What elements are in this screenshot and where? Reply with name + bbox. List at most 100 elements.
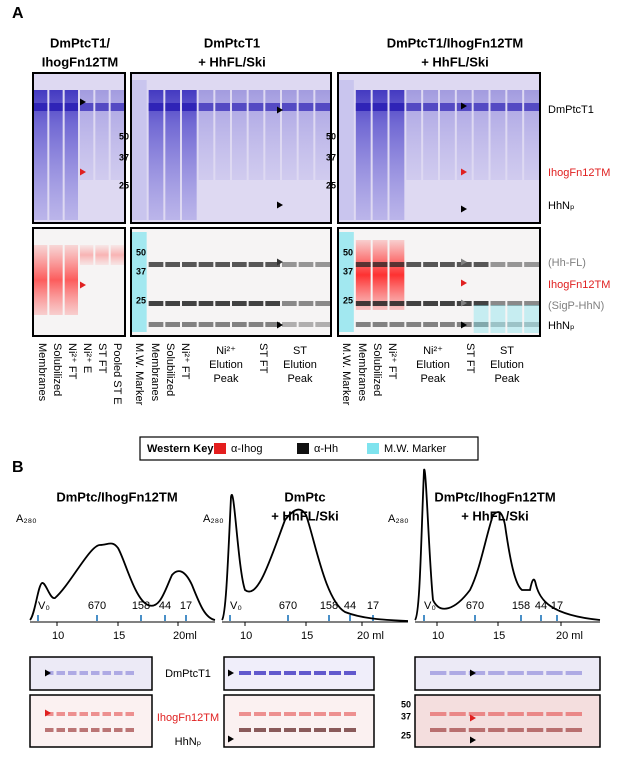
band (148, 322, 164, 327)
label: 17 (180, 600, 192, 612)
band (198, 301, 214, 306)
band (372, 103, 388, 111)
band (389, 262, 405, 267)
western-frame (337, 227, 541, 337)
band (232, 301, 247, 306)
band (265, 103, 280, 111)
chromatogram-trace (414, 469, 601, 621)
lane-smear (355, 90, 371, 220)
label: Pooled ST E (111, 343, 123, 405)
label: Elution (416, 359, 450, 371)
cyan-smear (490, 305, 506, 333)
label: IhogFn12TM (548, 167, 610, 179)
label: ST (293, 345, 307, 357)
label: M.W. Marker (340, 343, 352, 406)
band (468, 712, 486, 716)
band (125, 712, 134, 716)
red-smear (95, 245, 109, 265)
western-frame (130, 227, 332, 337)
band (269, 671, 281, 675)
label: V₀ (230, 600, 242, 612)
label: 50 (343, 247, 353, 257)
arrowhead (470, 714, 476, 722)
band (79, 728, 88, 732)
lane-smear (80, 90, 94, 180)
band (507, 322, 523, 327)
western-background (131, 228, 331, 336)
band (406, 262, 422, 267)
label: ST FT (257, 343, 269, 374)
band (507, 728, 524, 732)
band (125, 671, 134, 675)
band (406, 103, 422, 111)
arrowhead (80, 168, 86, 176)
band (440, 103, 455, 111)
band (254, 671, 266, 675)
western-background (224, 695, 374, 747)
label: Solubilized (164, 343, 176, 396)
band (344, 728, 356, 732)
label: + HhFL/Ski (421, 54, 489, 69)
band (329, 671, 341, 675)
label: 15 (493, 630, 505, 642)
band (314, 671, 326, 675)
band (473, 262, 489, 267)
band (68, 712, 77, 716)
band (91, 728, 100, 732)
arrowhead (461, 321, 467, 329)
band (68, 728, 77, 732)
arrowhead (461, 279, 467, 287)
label: A₂₈₀ (388, 513, 409, 525)
red-smear (355, 240, 371, 310)
band (468, 728, 486, 732)
band (182, 103, 197, 111)
band (430, 671, 447, 675)
western-frame (29, 694, 153, 748)
label: (SigP-HhN) (548, 300, 604, 312)
label: DmPtcT1 (165, 668, 211, 680)
label: 20 ml (556, 630, 583, 642)
arrowhead (277, 321, 283, 329)
label: 670 (279, 600, 297, 612)
band (102, 712, 111, 716)
band (406, 322, 422, 327)
band (526, 671, 544, 675)
label: DmPtcT1 (548, 104, 594, 116)
band (91, 671, 100, 675)
arrowhead (461, 168, 467, 176)
band (64, 103, 78, 111)
arrowhead (80, 281, 86, 289)
band (524, 262, 539, 267)
band (423, 262, 438, 267)
band (488, 728, 505, 732)
band (298, 262, 314, 267)
band (507, 103, 523, 111)
lane-smear (315, 90, 330, 180)
label: Ni²⁺ E (81, 343, 93, 373)
lane-smear (248, 90, 264, 180)
arrowhead (45, 709, 51, 717)
label: ST FT (96, 343, 108, 374)
key-swatch (367, 443, 379, 454)
lane-smear (298, 90, 314, 180)
label: 25 (326, 180, 336, 190)
chromatogram-trace (221, 493, 409, 622)
lane-smear (456, 90, 472, 180)
label: B (12, 459, 24, 476)
lane-smear (182, 90, 197, 220)
lane-smear (198, 90, 214, 180)
label: 15 (113, 630, 125, 642)
band (490, 301, 506, 306)
label: Solubilized (51, 343, 63, 396)
band (488, 712, 505, 716)
key-swatch (297, 443, 309, 454)
band (565, 712, 582, 716)
band (239, 712, 251, 716)
western-frame (32, 227, 126, 337)
band (79, 671, 88, 675)
band (49, 103, 63, 111)
lane-smear (389, 90, 405, 220)
label: Western Key: (147, 443, 217, 455)
arrowhead (228, 669, 234, 677)
band (329, 728, 341, 732)
